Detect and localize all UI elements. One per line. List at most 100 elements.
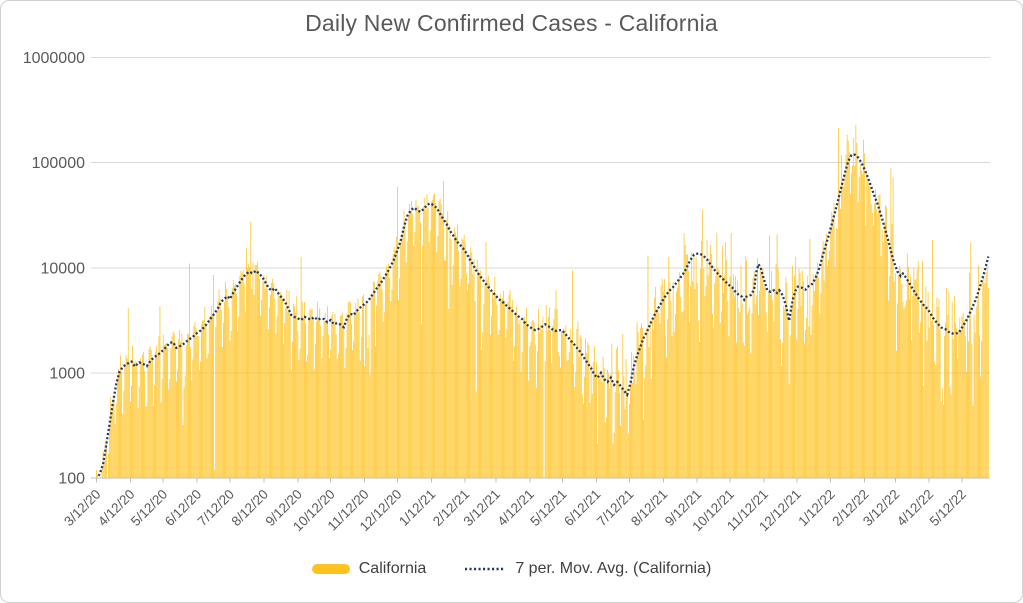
bar xyxy=(380,276,382,478)
bar xyxy=(781,365,782,478)
bar xyxy=(368,334,370,478)
bar xyxy=(964,336,966,478)
bar xyxy=(786,283,788,478)
bar xyxy=(947,314,949,478)
bar xyxy=(851,173,852,479)
bar xyxy=(448,308,450,478)
bar xyxy=(985,272,987,478)
bar xyxy=(714,283,716,478)
bar xyxy=(189,263,190,478)
bar xyxy=(917,261,919,478)
bar xyxy=(375,346,376,478)
bar xyxy=(97,474,98,478)
bar xyxy=(123,390,125,478)
bar xyxy=(377,280,379,478)
bar xyxy=(497,334,499,478)
bar xyxy=(874,203,875,478)
bar xyxy=(383,312,385,478)
bar xyxy=(588,345,590,478)
bar xyxy=(580,338,582,478)
bar xyxy=(522,318,524,478)
bar xyxy=(921,303,922,478)
bar xyxy=(709,245,711,478)
bar xyxy=(432,199,433,478)
bar xyxy=(514,346,515,478)
bar xyxy=(261,299,263,478)
bar xyxy=(961,316,963,478)
bar xyxy=(196,336,198,478)
bar xyxy=(783,305,785,478)
bar xyxy=(817,262,818,478)
bar xyxy=(211,305,212,478)
bar xyxy=(740,265,742,478)
bar xyxy=(294,306,295,478)
bar xyxy=(744,256,746,478)
bar xyxy=(743,346,745,478)
bar xyxy=(900,268,902,478)
bar xyxy=(712,313,713,478)
bar xyxy=(551,362,553,478)
bar xyxy=(550,330,551,478)
bar xyxy=(534,344,536,478)
bar xyxy=(774,288,776,478)
bar xyxy=(370,294,372,478)
bar xyxy=(223,322,224,478)
bar xyxy=(285,307,287,478)
bar xyxy=(905,300,907,478)
bar xyxy=(352,350,353,478)
bar xyxy=(903,308,905,478)
bar xyxy=(185,345,187,478)
bar xyxy=(417,205,419,478)
bar xyxy=(215,327,217,478)
bar xyxy=(858,176,860,479)
bar xyxy=(232,279,234,478)
bar xyxy=(277,290,279,478)
bar xyxy=(505,337,507,478)
bar xyxy=(111,411,113,478)
bar xyxy=(389,277,391,478)
bar xyxy=(446,219,448,478)
bar xyxy=(323,320,325,478)
bar xyxy=(279,292,281,478)
bar xyxy=(560,367,561,478)
bar xyxy=(290,369,292,478)
bar xyxy=(627,433,629,478)
bar xyxy=(481,350,483,478)
bar xyxy=(925,286,927,478)
bar xyxy=(262,281,264,478)
bar xyxy=(557,351,559,478)
bar xyxy=(674,314,676,478)
bar xyxy=(920,322,921,478)
bar xyxy=(269,307,270,478)
bar xyxy=(423,206,425,478)
bar xyxy=(293,303,294,478)
bar xyxy=(525,320,526,478)
bar xyxy=(776,234,778,478)
bar xyxy=(561,331,562,478)
bar xyxy=(407,214,409,478)
bar xyxy=(678,281,679,478)
bar xyxy=(600,371,602,478)
bar xyxy=(688,270,689,478)
bar xyxy=(777,268,779,478)
bar xyxy=(916,269,918,478)
bar xyxy=(458,251,460,478)
bar xyxy=(404,219,406,478)
bar xyxy=(286,289,288,478)
bar xyxy=(692,281,694,478)
x-tick-label: 5/12/20 xyxy=(128,487,170,529)
bar xyxy=(603,368,605,478)
bar xyxy=(668,256,670,478)
bar xyxy=(980,376,981,478)
bar xyxy=(642,328,643,478)
bar xyxy=(206,358,208,478)
bar xyxy=(956,328,957,478)
bar xyxy=(491,316,492,478)
bar xyxy=(171,336,173,478)
bar xyxy=(254,265,256,478)
bar xyxy=(498,330,500,478)
bar xyxy=(671,336,673,478)
bar xyxy=(457,224,458,478)
bar xyxy=(415,200,417,479)
bar xyxy=(113,397,115,478)
